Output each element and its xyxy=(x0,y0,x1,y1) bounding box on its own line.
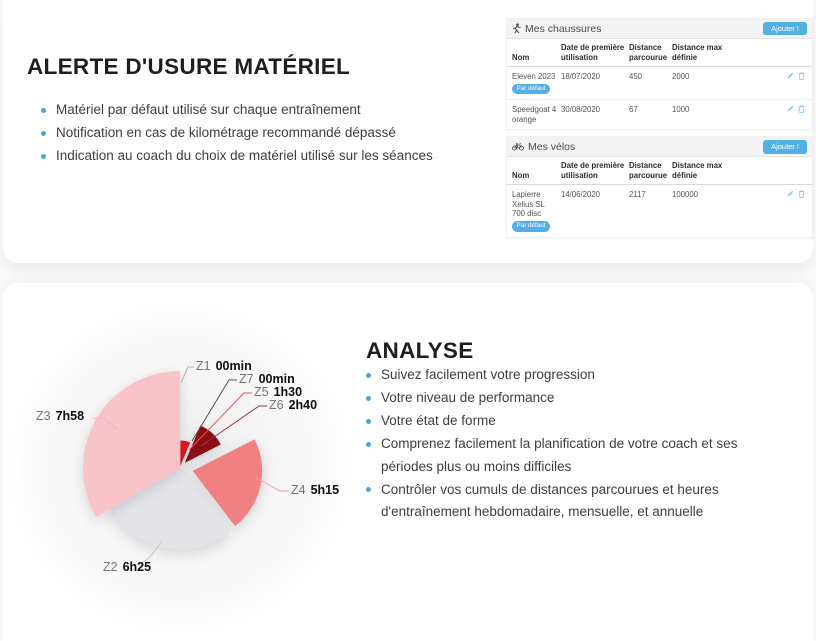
bullet-item: Comprenez facilement la planification de… xyxy=(366,433,766,478)
equipment-card-header: Mes vélos Ajouter ! xyxy=(507,137,812,158)
distance-max-value: 100000 xyxy=(672,190,699,200)
analyse-text-block: ANALYSE Suivez facilement votre progress… xyxy=(366,338,796,524)
default-badge: Par défaut xyxy=(512,84,551,95)
trash-icon[interactable] xyxy=(798,105,805,114)
runner-icon xyxy=(512,23,521,34)
distance-max-value: 2000 xyxy=(672,72,690,81)
first-use-date: 30/08/2020 xyxy=(561,105,601,115)
first-use-date: 18/07/2020 xyxy=(561,72,601,81)
bike-icon xyxy=(512,142,524,151)
pie-slice-Z2 xyxy=(109,468,230,550)
zone-pie-chart: Z1 00min Z7 00min Z5 1h30 Z6 2h40 Z4 5h15 Z2 6h25 Z3… xyxy=(3,283,368,633)
table-row: Eleven 2023 Par défaut 18/07/2020 450 20… xyxy=(507,67,812,101)
column-header-date: Date de première utilisation xyxy=(561,161,625,180)
pie-slice-Z3 xyxy=(83,371,180,518)
equipment-name: Eleven 2023 xyxy=(512,72,556,81)
equipment-card-header: Mes chaussures Ajouter ! xyxy=(507,19,812,39)
table-row: Speedgoat 4 orange 30/08/2020 67 1000 xyxy=(507,100,812,129)
section-analyse: Z1 00min Z7 00min Z5 1h30 Z6 2h40 Z4 5h15 Z2 6h25 Z3… xyxy=(3,283,813,641)
section-alerte-usure: ALERTE D'USURE MATÉRIEL Matériel par déf… xyxy=(3,0,813,263)
add-button[interactable]: Ajouter ! xyxy=(763,140,807,154)
pie-svg xyxy=(83,366,289,565)
pencil-icon[interactable] xyxy=(787,105,794,113)
column-header-distance: Distance parcourue xyxy=(629,43,668,62)
column-header-distance: Distance parcourue xyxy=(629,161,668,180)
table-header-row: Nom Date de première utilisation Distanc… xyxy=(507,157,812,186)
usure-section-title: ALERTE D'USURE MATÉRIEL xyxy=(27,54,351,79)
analyse-section-title: ANALYSE xyxy=(366,338,474,363)
pie-slice-Z4 xyxy=(192,439,263,526)
first-use-date: 14/06/2020 xyxy=(561,190,601,200)
pie-slice-Z5 xyxy=(180,440,191,467)
column-header-date: Date de première utilisation xyxy=(561,43,625,62)
bullet-item: Suivez facilement votre progression xyxy=(366,364,766,387)
bullet-item: Indication au coach du choix de matériel… xyxy=(41,145,493,168)
equipment-card-chaussures: Mes chaussures Ajouter ! Nom Date de pre… xyxy=(506,18,813,131)
column-header-nom: Nom xyxy=(512,170,530,180)
bullet-item: Notification en cas de kilométrage recom… xyxy=(41,122,493,145)
table-header-row: Nom Date de première utilisation Distanc… xyxy=(507,39,812,67)
bullet-item: Matériel par défaut utilisé sur chaque e… xyxy=(41,99,493,122)
analyse-bullet-list: Suivez facilement votre progression Votr… xyxy=(366,364,766,524)
table-row: Lapierre Xelius SL 700 disc Par défaut 1… xyxy=(507,185,812,236)
distance-value: 2117 xyxy=(629,190,646,200)
pie-leader-Z7 xyxy=(191,379,237,442)
add-button[interactable]: Ajouter ! xyxy=(763,21,807,36)
equipment-card-title: Mes chaussures xyxy=(525,22,602,35)
bullet-item: Votre état de forme xyxy=(366,410,766,433)
bullet-item: Votre niveau de performance xyxy=(366,387,766,410)
equipment-card-title: Mes vélos xyxy=(528,140,576,153)
column-header-distance-max: Distance max définie xyxy=(672,43,723,62)
equipment-name: Lapierre Xelius SL 700 disc xyxy=(512,190,545,219)
pencil-icon[interactable] xyxy=(787,72,794,80)
trash-icon[interactable] xyxy=(798,72,805,80)
pie-leader-Z3 xyxy=(93,417,118,430)
default-badge: Par défaut xyxy=(512,221,551,232)
trash-icon[interactable] xyxy=(798,190,805,199)
pie-leader-Z4 xyxy=(254,476,289,492)
pie-leader-Z5 xyxy=(188,392,252,451)
column-header-distance-max: Distance max définie xyxy=(672,161,723,180)
pie-leader-Z2 xyxy=(140,540,163,565)
usure-bullet-list: Matériel par défaut utilisé sur chaque e… xyxy=(41,99,493,168)
distance-value: 67 xyxy=(629,105,638,115)
app-screenshot: Mes chaussures Ajouter ! Nom Date de pre… xyxy=(506,18,813,244)
pie-leader-Z1 xyxy=(180,366,194,384)
equipment-card-velos: Mes vélos Ajouter ! Nom Date de première… xyxy=(506,136,813,238)
bullet-item: Contrôler vos cumuls de distances parcou… xyxy=(366,479,766,524)
equipment-name: Speedgoat 4 orange xyxy=(512,105,557,124)
pie-leader-Z6 xyxy=(200,405,267,447)
distance-max-value: 1000 xyxy=(672,105,690,115)
column-header-nom: Nom xyxy=(512,52,530,62)
pencil-icon[interactable] xyxy=(787,190,794,198)
distance-value: 450 xyxy=(629,72,643,81)
